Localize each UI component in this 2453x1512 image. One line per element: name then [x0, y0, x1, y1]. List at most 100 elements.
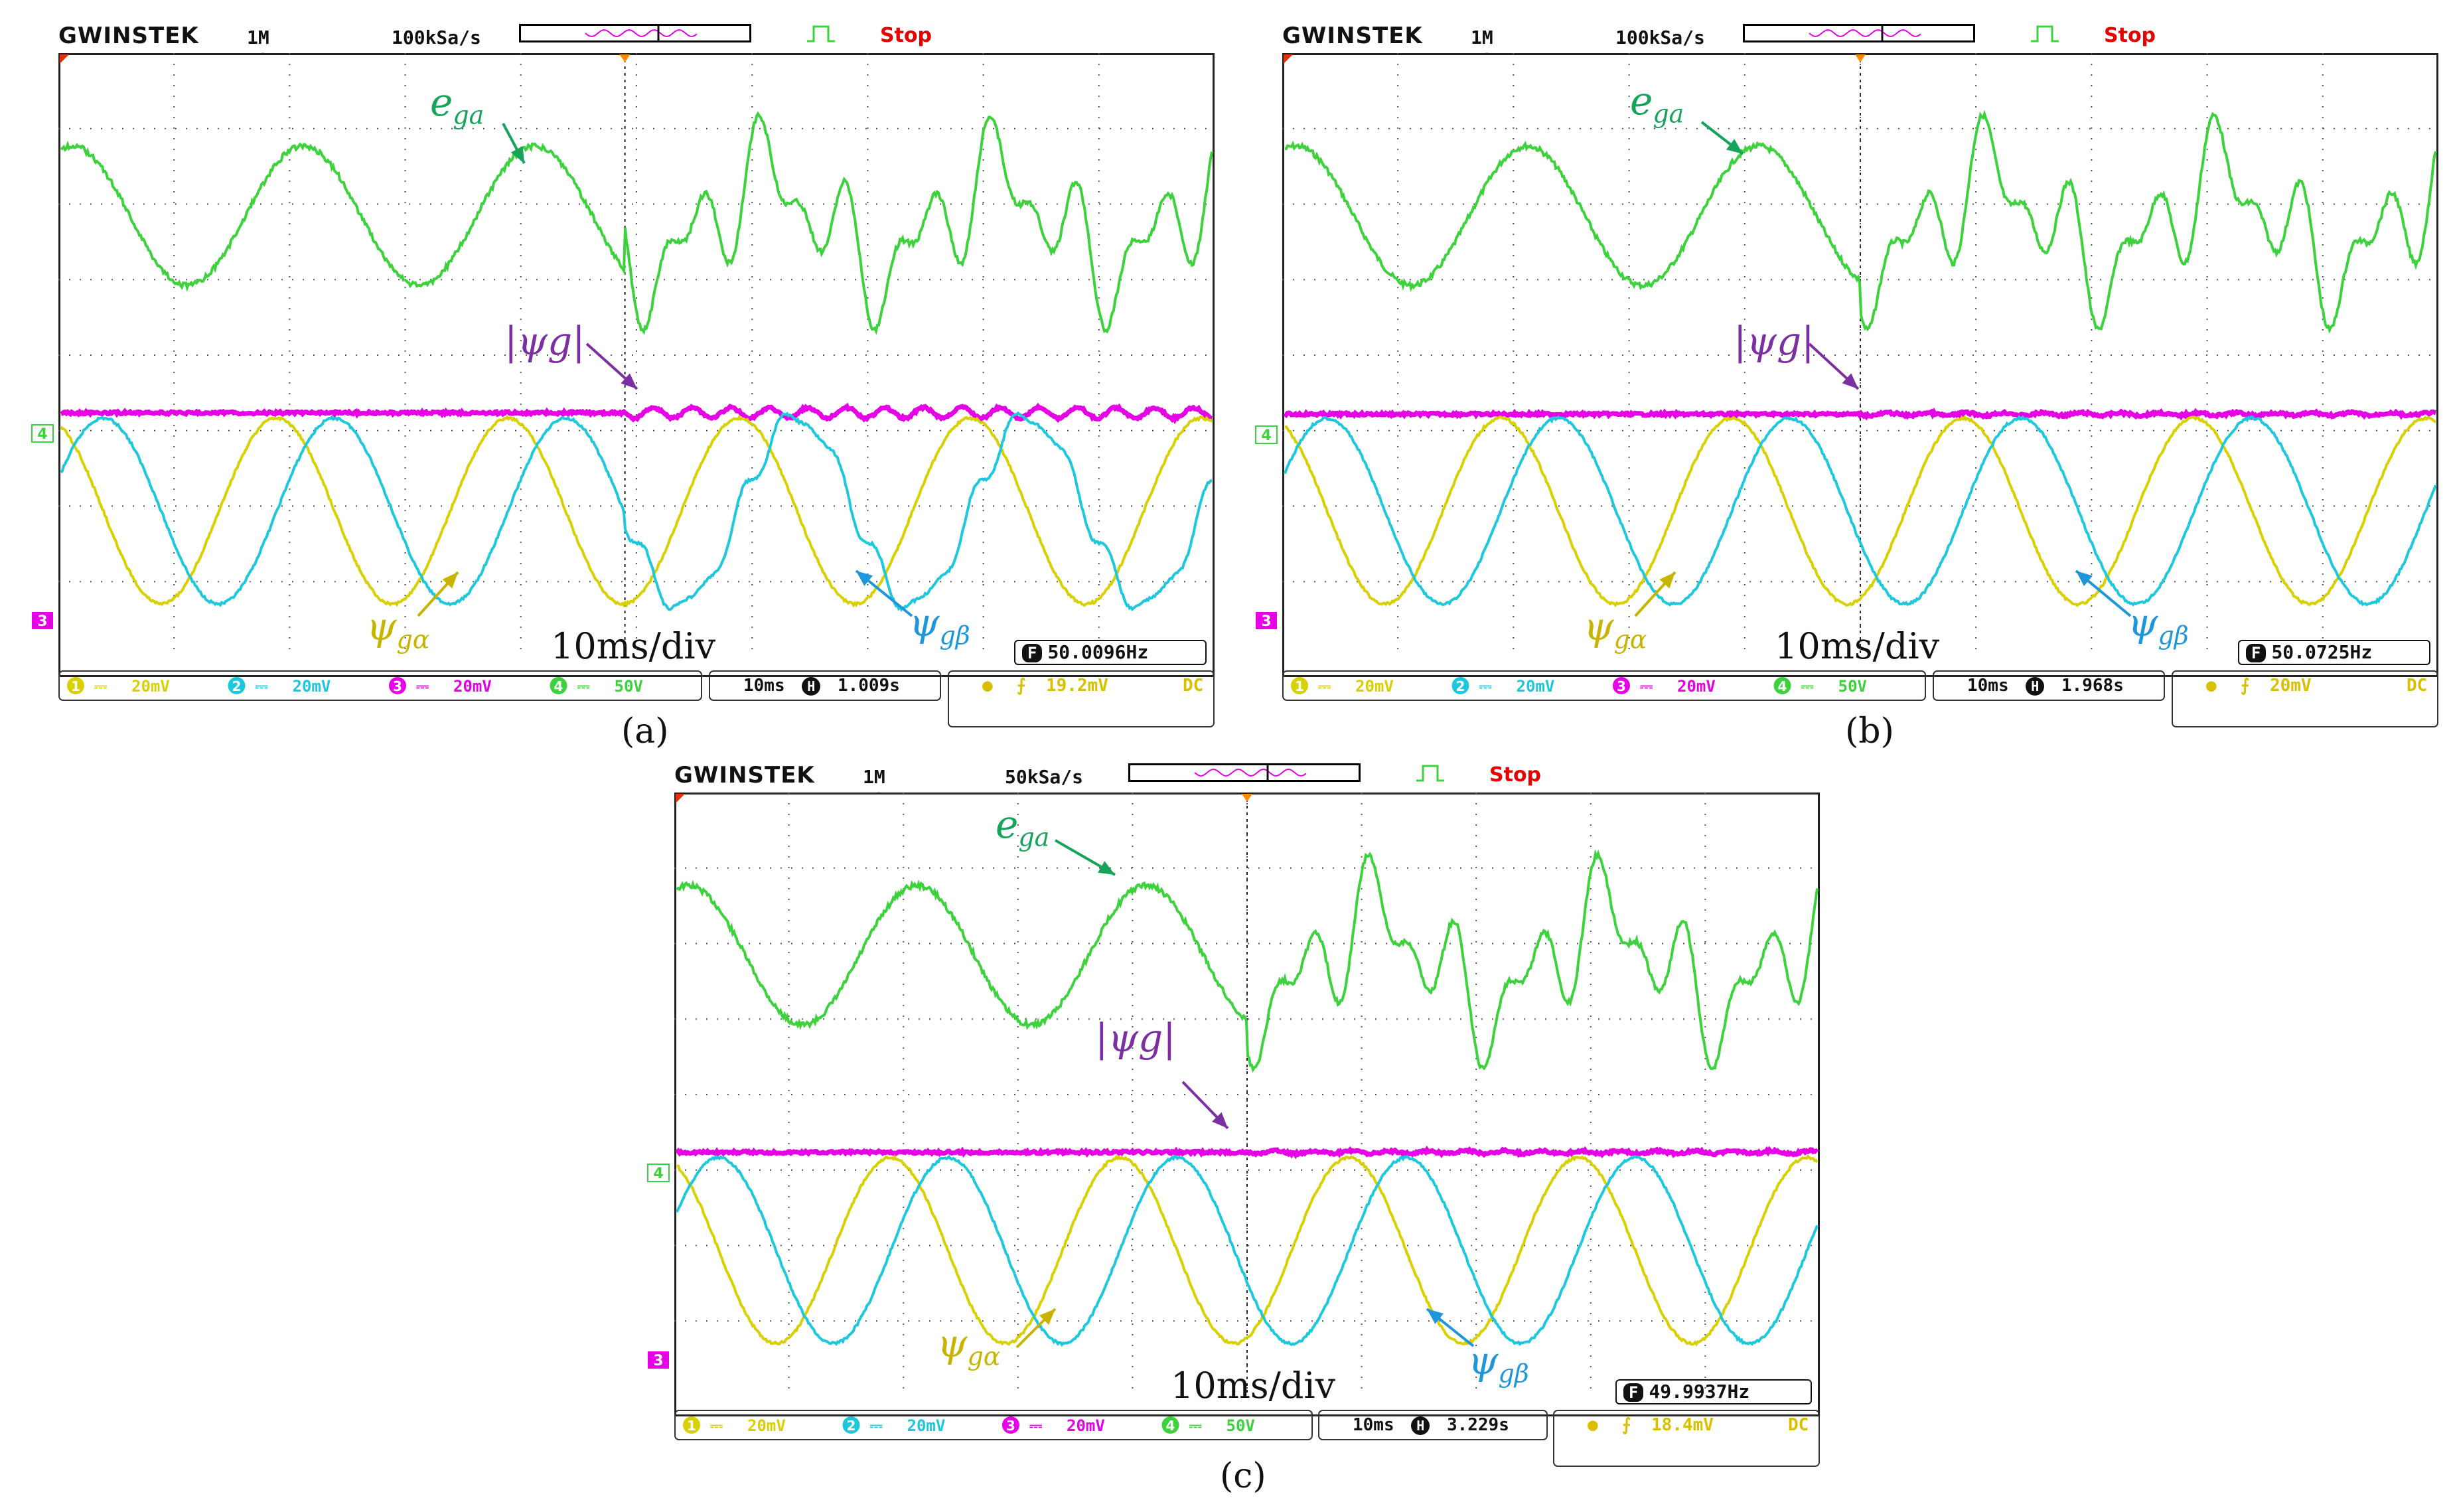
- trigger-coupling: DC: [1183, 676, 1204, 696]
- freq-icon: F: [1623, 1383, 1644, 1402]
- run-state: Stop: [2104, 24, 2156, 47]
- ch3-status-dot: [389, 677, 406, 694]
- ch3-coupling-icon: ⎓: [1029, 1416, 1042, 1435]
- run-state: Stop: [880, 24, 932, 47]
- sample-rate: 100kSa/s: [1615, 27, 1705, 48]
- annotation-arrow-head: [1039, 1309, 1055, 1325]
- ch4-status-number: 4: [1166, 1418, 1175, 1434]
- panel-label: (a): [621, 712, 669, 751]
- ch3-ground-marker: 3: [648, 1351, 669, 1369]
- horizontal-icon: H: [1411, 1416, 1430, 1435]
- ch4-scale: 50V: [1226, 1416, 1255, 1435]
- trigger-edge-icon: [807, 25, 835, 42]
- ch3-marker-text: 3: [653, 1353, 663, 1369]
- ch4-marker-text: 4: [37, 426, 47, 443]
- ch4-scale: 50V: [1838, 677, 1867, 696]
- ch3-marker-text: 3: [1261, 613, 1271, 630]
- trace-psi-mag: [60, 402, 1213, 425]
- ch2-status-number: 2: [1456, 678, 1465, 694]
- horizontal-position: 1.968s: [2061, 676, 2124, 696]
- ch3-scale: 20mV: [1677, 677, 1716, 696]
- annotation-arrow-head: [621, 373, 637, 389]
- run-state: Stop: [1489, 763, 1542, 787]
- ch1-status-number: 1: [71, 678, 80, 694]
- ch4-coupling-icon: ⎓: [577, 677, 590, 696]
- trigger-slope-icon: ⨍: [2241, 676, 2250, 696]
- frequency-readout: F 49.9937Hz: [1615, 1379, 1812, 1404]
- trigger-level: 20mV: [2270, 676, 2312, 696]
- timebase-box: 10ms H 1.009s: [709, 670, 941, 701]
- trace-psi-alpha: [676, 1154, 1819, 1347]
- ch2-coupling-icon: ⎓: [256, 677, 268, 696]
- ch2-scale: 20mV: [1517, 677, 1555, 696]
- ch4-marker-text: 4: [653, 1166, 663, 1182]
- ch3-status-number: 3: [393, 678, 402, 694]
- annotation-arrow-head: [1427, 1309, 1444, 1324]
- trigger-source-icon: ●: [1588, 1415, 1598, 1435]
- ch3-status-dot: [1002, 1416, 1019, 1434]
- frequency-value: 49.9937Hz: [1649, 1381, 1750, 1402]
- ch4-marker-box: [31, 424, 54, 443]
- ch1-status-number: 1: [1295, 678, 1304, 694]
- label-psi-alpha: ψgα: [937, 1321, 1001, 1371]
- ch1-scale: 20mV: [131, 677, 170, 696]
- ch4-marker-text: 4: [1261, 427, 1271, 444]
- timebase-box: 10ms H 3.229s: [1318, 1410, 1548, 1440]
- trigger-level: 19.2mV: [1046, 676, 1108, 696]
- trigger-box: ● ⨍ 18.4mV DC: [1553, 1410, 1820, 1467]
- ch2-scale: 20mV: [907, 1416, 946, 1435]
- trigger-box: ● ⨍ 20mV DC: [2172, 670, 2438, 727]
- ch4-status-dot: [1773, 677, 1791, 694]
- ch3-ground-marker: 3: [32, 612, 53, 630]
- panel-b-plot: 4 3 1 ⎓ 20mV 2 ⎓ 20mV 3 ⎓ 20mV 4 ⎓ 50V: [1255, 53, 2438, 696]
- ch3-scale: 20mV: [1067, 1416, 1105, 1435]
- trigger-position-marker: [619, 54, 631, 62]
- sample-rate: 100kSa/s: [392, 27, 481, 48]
- panel-label: (c): [1220, 1456, 1266, 1496]
- panel-a-plot: 4 3 1 ⎓ 20mV 2 ⎓ 20mV 3 ⎓ 20mV 4 ⎓ 50V: [31, 53, 1215, 696]
- frequency-readout: F 50.0725Hz: [2238, 640, 2430, 665]
- timebase: 10ms: [1353, 1415, 1394, 1435]
- timebase-box: 10ms H 1.968s: [1933, 670, 2165, 701]
- horizontal-position: 1.009s: [837, 676, 900, 696]
- ch1-coupling-icon: ⎓: [1318, 677, 1331, 696]
- frequency-readout: F 50.0096Hz: [1014, 640, 1207, 665]
- horizontal-icon: H: [2026, 677, 2045, 696]
- ch4-ground-marker: 4: [31, 424, 54, 443]
- horizontal-icon: H: [802, 677, 821, 696]
- ch2-status-dot: [842, 1416, 860, 1434]
- ch4-scale: 50V: [615, 677, 643, 696]
- annotation-arrow-head: [1098, 861, 1115, 875]
- label-psi-beta: ψgβ: [1468, 1338, 1529, 1389]
- label-psi-mag: |ψg|: [1095, 1016, 1176, 1061]
- ch2-status-dot: [1451, 677, 1469, 694]
- ch1-status-dot: [683, 1416, 700, 1434]
- ch1-scale: 20mV: [1355, 677, 1394, 696]
- trace-psi-alpha: [1284, 414, 2436, 607]
- annotation-arrow-head: [2076, 571, 2093, 587]
- trace-psi-mag: [1283, 408, 2436, 421]
- ch3-marker-box: [32, 612, 53, 629]
- trigger-slope-icon: ⨍: [1622, 1415, 1631, 1435]
- ch2-status-number: 2: [847, 1418, 856, 1434]
- ch4-ground-marker: 4: [647, 1164, 670, 1182]
- time-per-div-label: 10ms/div: [1171, 1365, 1336, 1406]
- annotation-arrow-head: [442, 572, 458, 589]
- corner-marker: [1284, 54, 1293, 64]
- ch3-marker-box: [1256, 612, 1277, 629]
- label-e-ga: ega: [996, 802, 1050, 852]
- ch3-scale: 20mV: [453, 677, 492, 696]
- sample-rate: 50kSa/s: [1005, 766, 1084, 788]
- panel-label: (b): [1845, 712, 1894, 751]
- freq-icon: F: [1022, 644, 1043, 662]
- annotation-arrow-head: [510, 146, 524, 163]
- corner-marker: [676, 794, 685, 803]
- grid: [58, 53, 1215, 657]
- frequency-value: 50.0725Hz: [2271, 641, 2373, 663]
- trigger-edge-icon: [1416, 765, 1444, 782]
- ch1-status-number: 1: [687, 1418, 696, 1434]
- trace-psi-beta: [1284, 414, 2437, 607]
- ch1-coupling-icon: ⎓: [94, 677, 107, 696]
- trigger-coupling: DC: [2407, 676, 2428, 696]
- label-psi-mag: |ψg|: [504, 319, 585, 364]
